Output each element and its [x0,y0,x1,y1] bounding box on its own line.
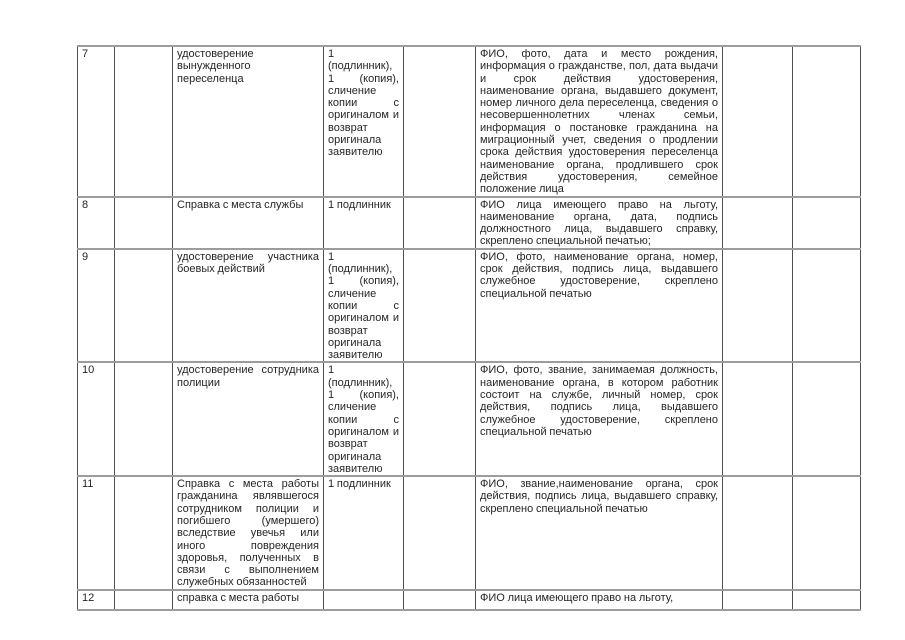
document-contents-cell: ФИО лица имеющего право на льготу, [475,588,723,611]
empty-cell [722,45,793,198]
empty-cell [792,361,861,478]
row-number-cell: 9 [77,247,115,364]
document-name-cell: удостоверение сотрудника полиции [172,361,324,478]
document-contents-cell: ФИО, звание,наименование органа, срок де… [475,475,723,591]
row-number-cell: 8 [77,195,115,250]
empty-cell [403,475,476,591]
table-row: 9 удостоверение участника боевых действий… [77,247,861,364]
empty-cell [114,195,173,250]
empty-cell [403,247,476,364]
copies-requirement-cell: 1 подлинник [323,195,404,250]
empty-cell [114,45,173,198]
empty-cell [403,588,476,611]
table-row: 12 справка с места работы ФИО лица имеющег… [77,588,861,611]
document-name-cell: справка с места работы [172,588,324,611]
row-number-cell: 7 [77,45,115,198]
row-number-cell: 10 [77,361,115,478]
empty-cell [792,195,861,250]
documents-table-body: 7 удостоверение вынужденного переселенца 1… [77,45,861,611]
document-contents-cell: ФИО, фото, звание, занимаемая должность,… [475,361,723,478]
row-number-cell: 11 [77,475,115,591]
empty-cell [114,588,173,611]
empty-cell [722,475,793,591]
empty-cell [722,247,793,364]
empty-cell [403,361,476,478]
empty-cell [114,247,173,364]
document-contents-cell: ФИО лица имеющего право на льготу, наиме… [475,195,723,250]
copies-requirement-cell: 1 (подлинник), 1 (копия), сличение копии… [323,45,404,198]
document-name-cell: Справка с места работы гражданина являвш… [172,475,324,591]
empty-cell [792,45,861,198]
empty-cell [403,45,476,198]
document-name-cell: Справка с места службы [172,195,324,250]
table-row: 7 удостоверение вынужденного переселенца 1… [77,45,861,198]
copies-requirement-cell: 1 (подлинник), 1 (копия), сличение копии… [323,247,404,364]
document-contents-cell: ФИО, фото, дата и место рождения, информ… [475,45,723,198]
table-row: 8 Справка с места службы 1 подлинник ФИО ли… [77,195,861,250]
document-name-cell: удостоверение вынужденного переселенца [172,45,324,198]
copies-requirement-cell [323,588,404,611]
empty-cell [722,588,793,611]
empty-cell [114,361,173,478]
empty-cell [722,195,793,250]
row-number-cell: 12 [77,588,115,611]
document-contents-cell: ФИО, фото, наименование органа, номер, с… [475,247,723,364]
document-name-cell: удостоверение участника боевых действий [172,247,324,364]
empty-cell [114,475,173,591]
empty-cell [722,361,793,478]
table-row: 10 удостоверение сотрудника полиции 1 (под… [77,361,861,478]
empty-cell [403,195,476,250]
copies-requirement-cell: 1 подлинник [323,475,404,591]
empty-cell [792,588,861,611]
empty-cell [792,475,861,591]
copies-requirement-cell: 1 (подлинник), 1 (копия), сличение копии… [323,361,404,478]
table-row: 11 Справка с места работы гражданина явля… [77,475,861,591]
empty-cell [792,247,861,364]
documents-table: 7 удостоверение вынужденного переселенца 1… [77,45,861,611]
